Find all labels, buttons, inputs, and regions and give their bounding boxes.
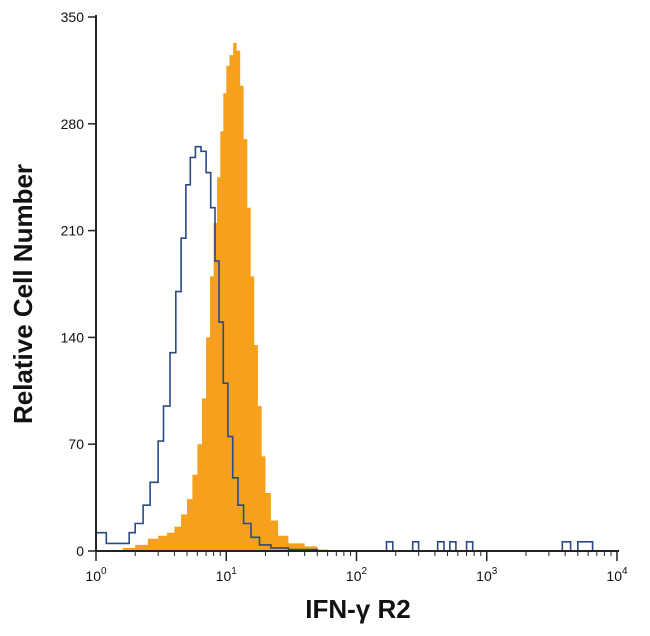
y-tick-label: 0: [76, 543, 84, 559]
histogram-outline-series: [96, 145, 594, 552]
plot-area: [96, 42, 594, 552]
y-tick-label: 140: [61, 329, 85, 345]
x-tick-label: 103: [476, 566, 498, 584]
x-tick-label: 100: [85, 566, 107, 584]
y-axis-title: Relative Cell Number: [8, 164, 38, 424]
x-tick-label: 101: [216, 566, 238, 584]
y-tick-label: 70: [68, 436, 84, 452]
x-tick-label: 104: [606, 566, 628, 584]
y-tick-label: 210: [61, 223, 85, 239]
y-tick-label: 280: [61, 116, 85, 132]
x-axis-title: IFN-γ R2: [305, 594, 410, 624]
x-tick-label: 102: [346, 566, 368, 584]
y-tick-label: 350: [61, 9, 85, 25]
axes: 0 70 140 210 280 350 100 101 102 103 104: [61, 9, 628, 584]
